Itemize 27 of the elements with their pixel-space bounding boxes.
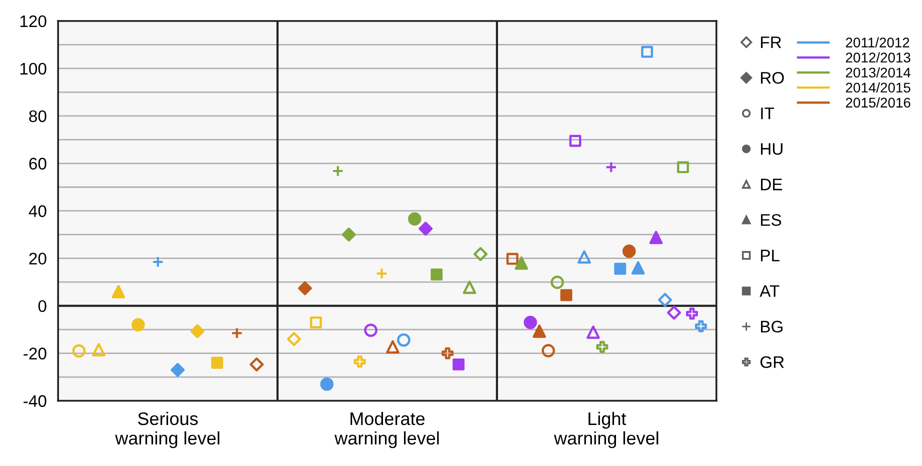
y-tick-label: 100 <box>20 62 46 75</box>
y-tick-label: 0 <box>38 300 46 312</box>
legend-label: 2011/2012 <box>846 37 910 48</box>
y-tick-label: 40 <box>28 205 46 218</box>
y-tick-label: 80 <box>29 110 46 122</box>
legend-label: BG <box>761 320 782 333</box>
y-tick-label: -20 <box>24 348 46 360</box>
legend-label: 2014/2015 <box>846 82 910 93</box>
legend-label: RO <box>761 72 784 84</box>
legend-label: ES <box>761 214 782 226</box>
legend-label: HU <box>761 143 782 155</box>
x-tick-label: Moderate warning level <box>334 412 439 448</box>
legend-label: DE <box>761 178 782 190</box>
x-tick-label: Serious warning level <box>115 412 220 448</box>
legend-label: FR <box>761 36 782 48</box>
legend-label: 2015/2016 <box>846 97 910 108</box>
y-tick-label: 120 <box>20 15 46 28</box>
x-tick-label: Light warning level <box>554 412 658 448</box>
legend-label: 2013/2014 <box>846 67 910 78</box>
y-tick-label: -40 <box>24 395 46 407</box>
legend-label: AT <box>760 285 780 297</box>
legend-label: IT <box>761 108 774 120</box>
legend-label: 2012/2013 <box>846 52 910 62</box>
y-tick-label: 20 <box>29 252 46 265</box>
legend-label: PL <box>761 250 780 262</box>
y-tick-label: 60 <box>29 158 46 170</box>
legend-label: GR <box>760 356 784 368</box>
